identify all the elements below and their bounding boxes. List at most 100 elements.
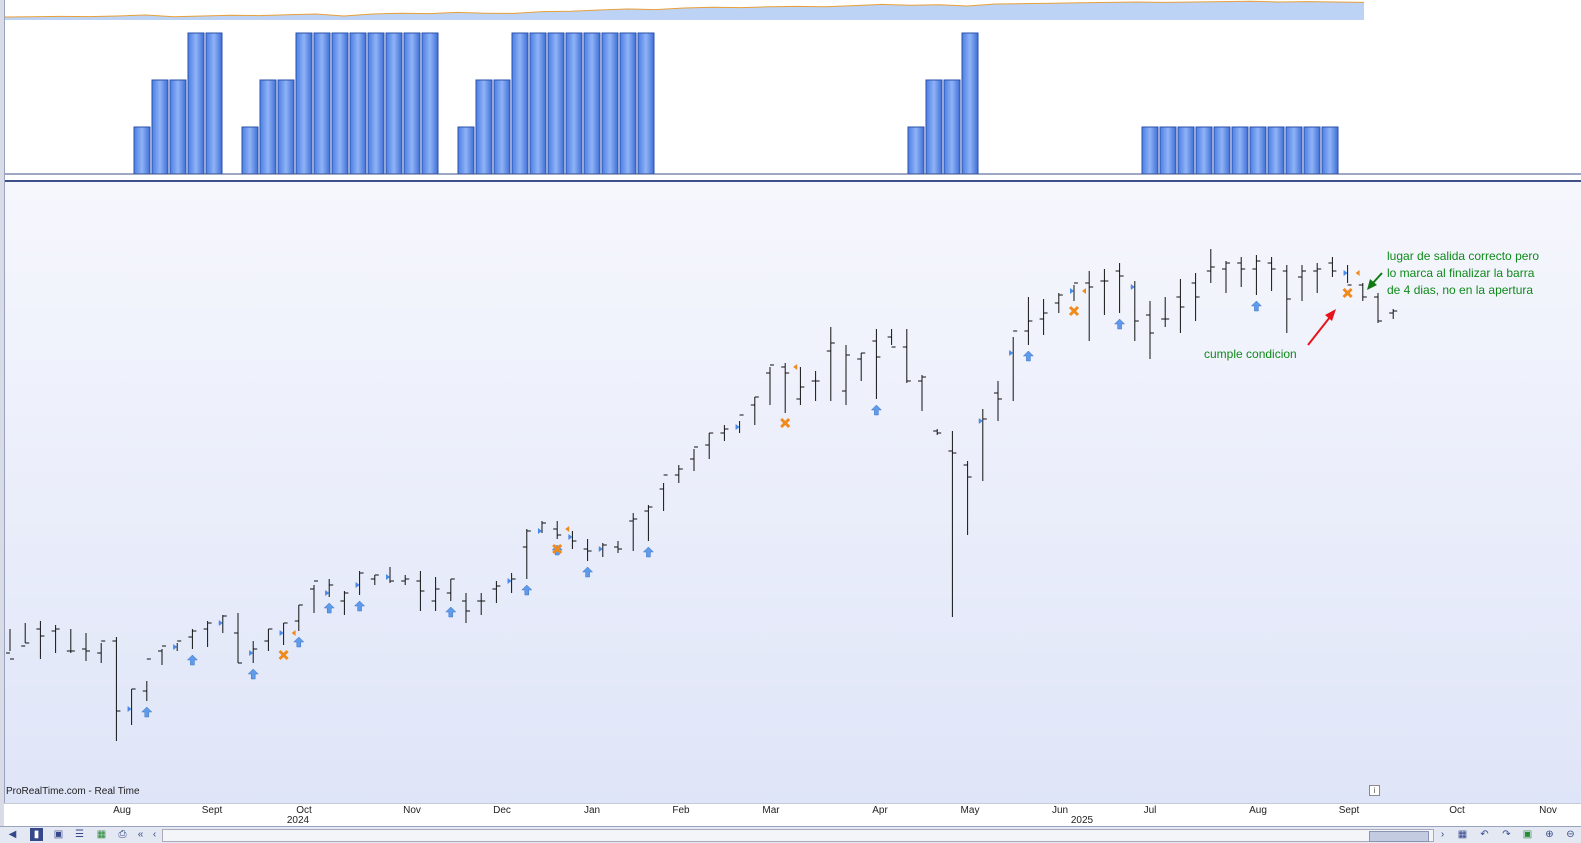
scrollbar-thumb[interactable]: [1369, 831, 1429, 842]
list-icon[interactable]: ☰: [75, 829, 84, 840]
price-bar: [1358, 283, 1367, 301]
indicator-bar: [313, 32, 331, 175]
up-arrow-marker: [141, 706, 153, 718]
price-bar: [1161, 297, 1170, 327]
indicator-bar: [331, 32, 349, 175]
price-bar: [705, 432, 714, 459]
window-icon[interactable]: ▣: [53, 829, 64, 840]
price-bar: [36, 621, 45, 659]
up-arrow-marker: [870, 404, 883, 416]
time-scrollbar[interactable]: [162, 829, 1434, 842]
entry-flag-marker: [1343, 270, 1348, 276]
price-bar: [644, 505, 653, 541]
indicator-bar: [1267, 126, 1285, 175]
indicator-bar: [943, 79, 961, 175]
up-arrow-marker: [642, 546, 655, 558]
exit-flag-marker: [793, 364, 798, 370]
price-bar: [310, 580, 318, 613]
info-icon[interactable]: i: [1369, 785, 1380, 796]
price-bar: [1206, 249, 1215, 283]
indicator-bar: [457, 126, 475, 175]
indicator-bar: [133, 126, 151, 175]
tick-label-month: Nov: [403, 805, 421, 816]
overview-navigator[interactable]: [4, 0, 1581, 23]
price-bar: [948, 431, 957, 617]
print-icon[interactable]: ⎙: [118, 829, 127, 840]
price-bar: [6, 629, 14, 660]
price-bar: [1176, 279, 1185, 333]
undo-icon[interactable]: ↶: [1480, 829, 1489, 840]
up-arrow-marker: [581, 566, 594, 578]
indicator-bar: [601, 32, 619, 175]
exit-cross-marker: [1068, 305, 1080, 317]
tick-label-month: Sept: [201, 805, 223, 816]
up-arrow-marker: [353, 600, 366, 612]
price-bar: [1146, 301, 1154, 359]
share-icon[interactable]: ◀: [8, 829, 17, 840]
price-bar: [66, 629, 75, 653]
indicator-bar: [529, 32, 547, 175]
price-bar: [203, 621, 212, 647]
price-panel[interactable]: ProRealTime.com - Real Time i cumple con…: [4, 181, 1581, 804]
price-bar: [614, 541, 622, 553]
left-arrow-icon[interactable]: ‹: [152, 829, 157, 840]
price-bar-chart: [6, 249, 1398, 741]
redo-icon[interactable]: ↷: [1502, 829, 1511, 840]
calendar-icon[interactable]: ▦: [1457, 829, 1468, 840]
price-bar: [811, 371, 820, 401]
indicators-icon[interactable]: ▦: [96, 829, 107, 840]
up-arrow-marker: [186, 654, 199, 666]
zoom-in-icon[interactable]: ⊕: [1545, 829, 1554, 840]
annotation-salida-3: de 4 dias, no en la apertura: [1387, 283, 1534, 297]
price-bar: [1130, 281, 1139, 341]
price-bar: [735, 414, 744, 433]
price-bar: [659, 474, 668, 511]
up-arrow-marker: [1113, 318, 1126, 330]
tick-label-year: 2024: [286, 815, 310, 826]
indicator-bar: [547, 32, 565, 175]
exit-flag-marker: [565, 526, 570, 532]
price-bar: [1298, 265, 1306, 301]
layout-icon[interactable]: ▮: [30, 828, 43, 841]
x-axis: Aug Sept Oct Nov Dec Jan Feb Mar Apr May…: [4, 803, 1581, 827]
up-arrow-marker: [247, 668, 259, 680]
entry-flag-marker: [735, 424, 740, 430]
indicator-bar: [1195, 126, 1213, 175]
indicator-bar: [403, 32, 421, 175]
price-bar: [82, 633, 90, 661]
price-bar: [902, 329, 911, 383]
right-arrow-icon[interactable]: ›: [1440, 829, 1445, 840]
tick-label-month: Dec: [493, 805, 511, 816]
credit-label: ProRealTime.com - Real Time: [6, 786, 140, 797]
price-bar: [568, 531, 577, 549]
up-arrow-marker: [521, 584, 533, 596]
indicator-bar: [511, 32, 529, 175]
up-arrow-marker: [293, 636, 305, 648]
entry-flag-marker: [173, 644, 178, 650]
price-bar: [188, 629, 197, 649]
price-bar: [477, 593, 486, 615]
bottom-toolbar: ◀ ▮ ▣ ☰ ▦ ⎙ « ‹ › ▦ ↶ ↷ ▣ ⊕ ⊖: [0, 826, 1581, 843]
price-bar: [142, 658, 151, 701]
double-left-icon[interactable]: «: [137, 829, 144, 840]
indicator-bar: [421, 32, 439, 175]
annotation-salida-1: lugar de salida correcto pero: [1387, 249, 1540, 263]
price-bar: [1282, 265, 1291, 333]
price-bar: [1100, 269, 1109, 315]
zoom-fit-icon[interactable]: ▣: [1522, 829, 1533, 840]
indicator-bar: [565, 32, 583, 175]
zoom-out-icon[interactable]: ⊖: [1566, 829, 1575, 840]
price-bar: [1389, 309, 1398, 319]
price-bar: [629, 513, 638, 551]
price-bar: [1267, 257, 1276, 291]
price-bar: [370, 574, 379, 585]
entry-flag-marker: [386, 574, 390, 580]
tick-label-month: Oct: [296, 805, 312, 816]
indicator-bar: [961, 32, 979, 175]
price-bar: [1039, 299, 1048, 335]
price-bar: [51, 625, 60, 653]
price-bar: [690, 446, 698, 471]
indicator-bar: [925, 79, 943, 175]
indicator-bar: [205, 32, 223, 175]
annotation-cumple: cumple condicion: [1204, 347, 1297, 361]
